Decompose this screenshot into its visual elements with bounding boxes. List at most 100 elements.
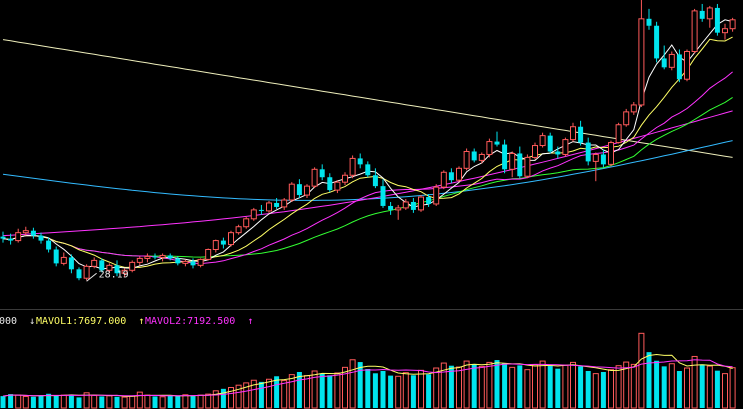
candle [220,237,226,249]
candle-body-up [486,141,493,155]
candle [0,231,6,243]
volume-bar-down [699,364,705,408]
mavol2-label: MAVOL2:7192.500 ↑ [145,316,253,327]
volume-bar-down [30,396,36,408]
candle [600,149,606,168]
candle-body-up [243,218,250,228]
volume-bar-down [53,395,59,408]
candle-body-down [448,172,454,181]
candle [638,0,645,107]
volume-bar-down [578,366,584,408]
volume-bar-up [136,391,143,409]
candle-body-down [365,164,371,176]
candle-body-up [15,232,22,242]
candle [46,237,52,253]
low-price-label: 28.19 [99,269,129,280]
candle-body-down [410,201,416,210]
candle [91,257,98,269]
candle-body-up [562,139,569,155]
volume-bar-up [691,355,698,409]
candle-body-up [144,255,151,259]
candle-body-up [623,111,630,126]
volume-bar-up [433,367,440,409]
volume-value-label: 000 ↓ [0,316,35,327]
volume-bar-down [76,397,82,408]
volume-bar-up [205,393,212,409]
candle [76,267,82,281]
candle [676,49,682,83]
volume-bar-up [60,394,67,409]
candle-body-up [463,150,470,169]
candle-body-up [281,199,288,208]
volume-bar-up [630,363,637,409]
candle [152,253,158,260]
candle-body-up [106,264,113,271]
volume-bar-up [281,380,288,409]
candle-body-down [380,186,386,206]
candle [524,154,531,179]
candle-body-down [68,257,74,270]
candle [365,161,371,178]
candle [615,122,622,144]
volume-bar-down [494,360,500,408]
candle-body-up [440,171,447,188]
candle-body-down [220,240,226,245]
candle-body-up [722,28,728,34]
candle-body-up [539,135,546,147]
candle [175,256,181,266]
candle [418,195,424,212]
moving-average-lines [2,19,733,270]
candle [68,254,74,274]
candle [426,194,432,207]
candle-body-down [502,144,508,170]
volume-bar-up [608,369,614,409]
candle-body-up [615,124,622,144]
candle [668,51,675,71]
candle-body-up [418,196,424,211]
candle-body-down [555,151,561,155]
candle [228,230,234,247]
candle [502,139,508,174]
volume-bar-up [197,394,204,409]
candle [288,182,295,202]
candle [380,179,386,208]
volume-bar-up [182,394,189,409]
candle [212,239,219,253]
candle [99,258,105,273]
volume-bar-down [372,373,378,408]
candle [243,216,250,229]
candle-body-down [319,169,325,178]
candle [570,122,576,142]
candle [311,167,318,189]
candle [60,252,67,266]
candle-body-up [570,126,576,141]
volume-bar-up [159,396,166,409]
candle [578,120,584,146]
candle-body-up [136,257,143,263]
candle-body-down [76,269,82,279]
volume-bar-up [509,366,516,409]
candle [281,198,288,210]
candle-body-down [646,18,652,26]
candle [440,170,447,190]
volume-bar-up [311,370,318,409]
volume-bar-up [235,384,242,409]
candle-body-up [668,53,675,68]
volume-bar-up [83,392,90,409]
volume-bar-up [22,395,29,409]
candle [456,166,462,183]
volume-bar-up [15,394,22,409]
candle [83,264,90,281]
volume-bar-up [615,365,622,409]
candle-body-up [691,10,698,52]
candle-body-down [517,153,523,177]
volume-bar-up [304,375,310,409]
volume-bar-down [167,395,173,408]
candle-body-up [311,168,318,187]
candle [691,8,698,54]
candle-body-down [190,261,196,266]
volume-bar-down [274,376,280,408]
candle [592,152,599,182]
candle [258,204,264,215]
